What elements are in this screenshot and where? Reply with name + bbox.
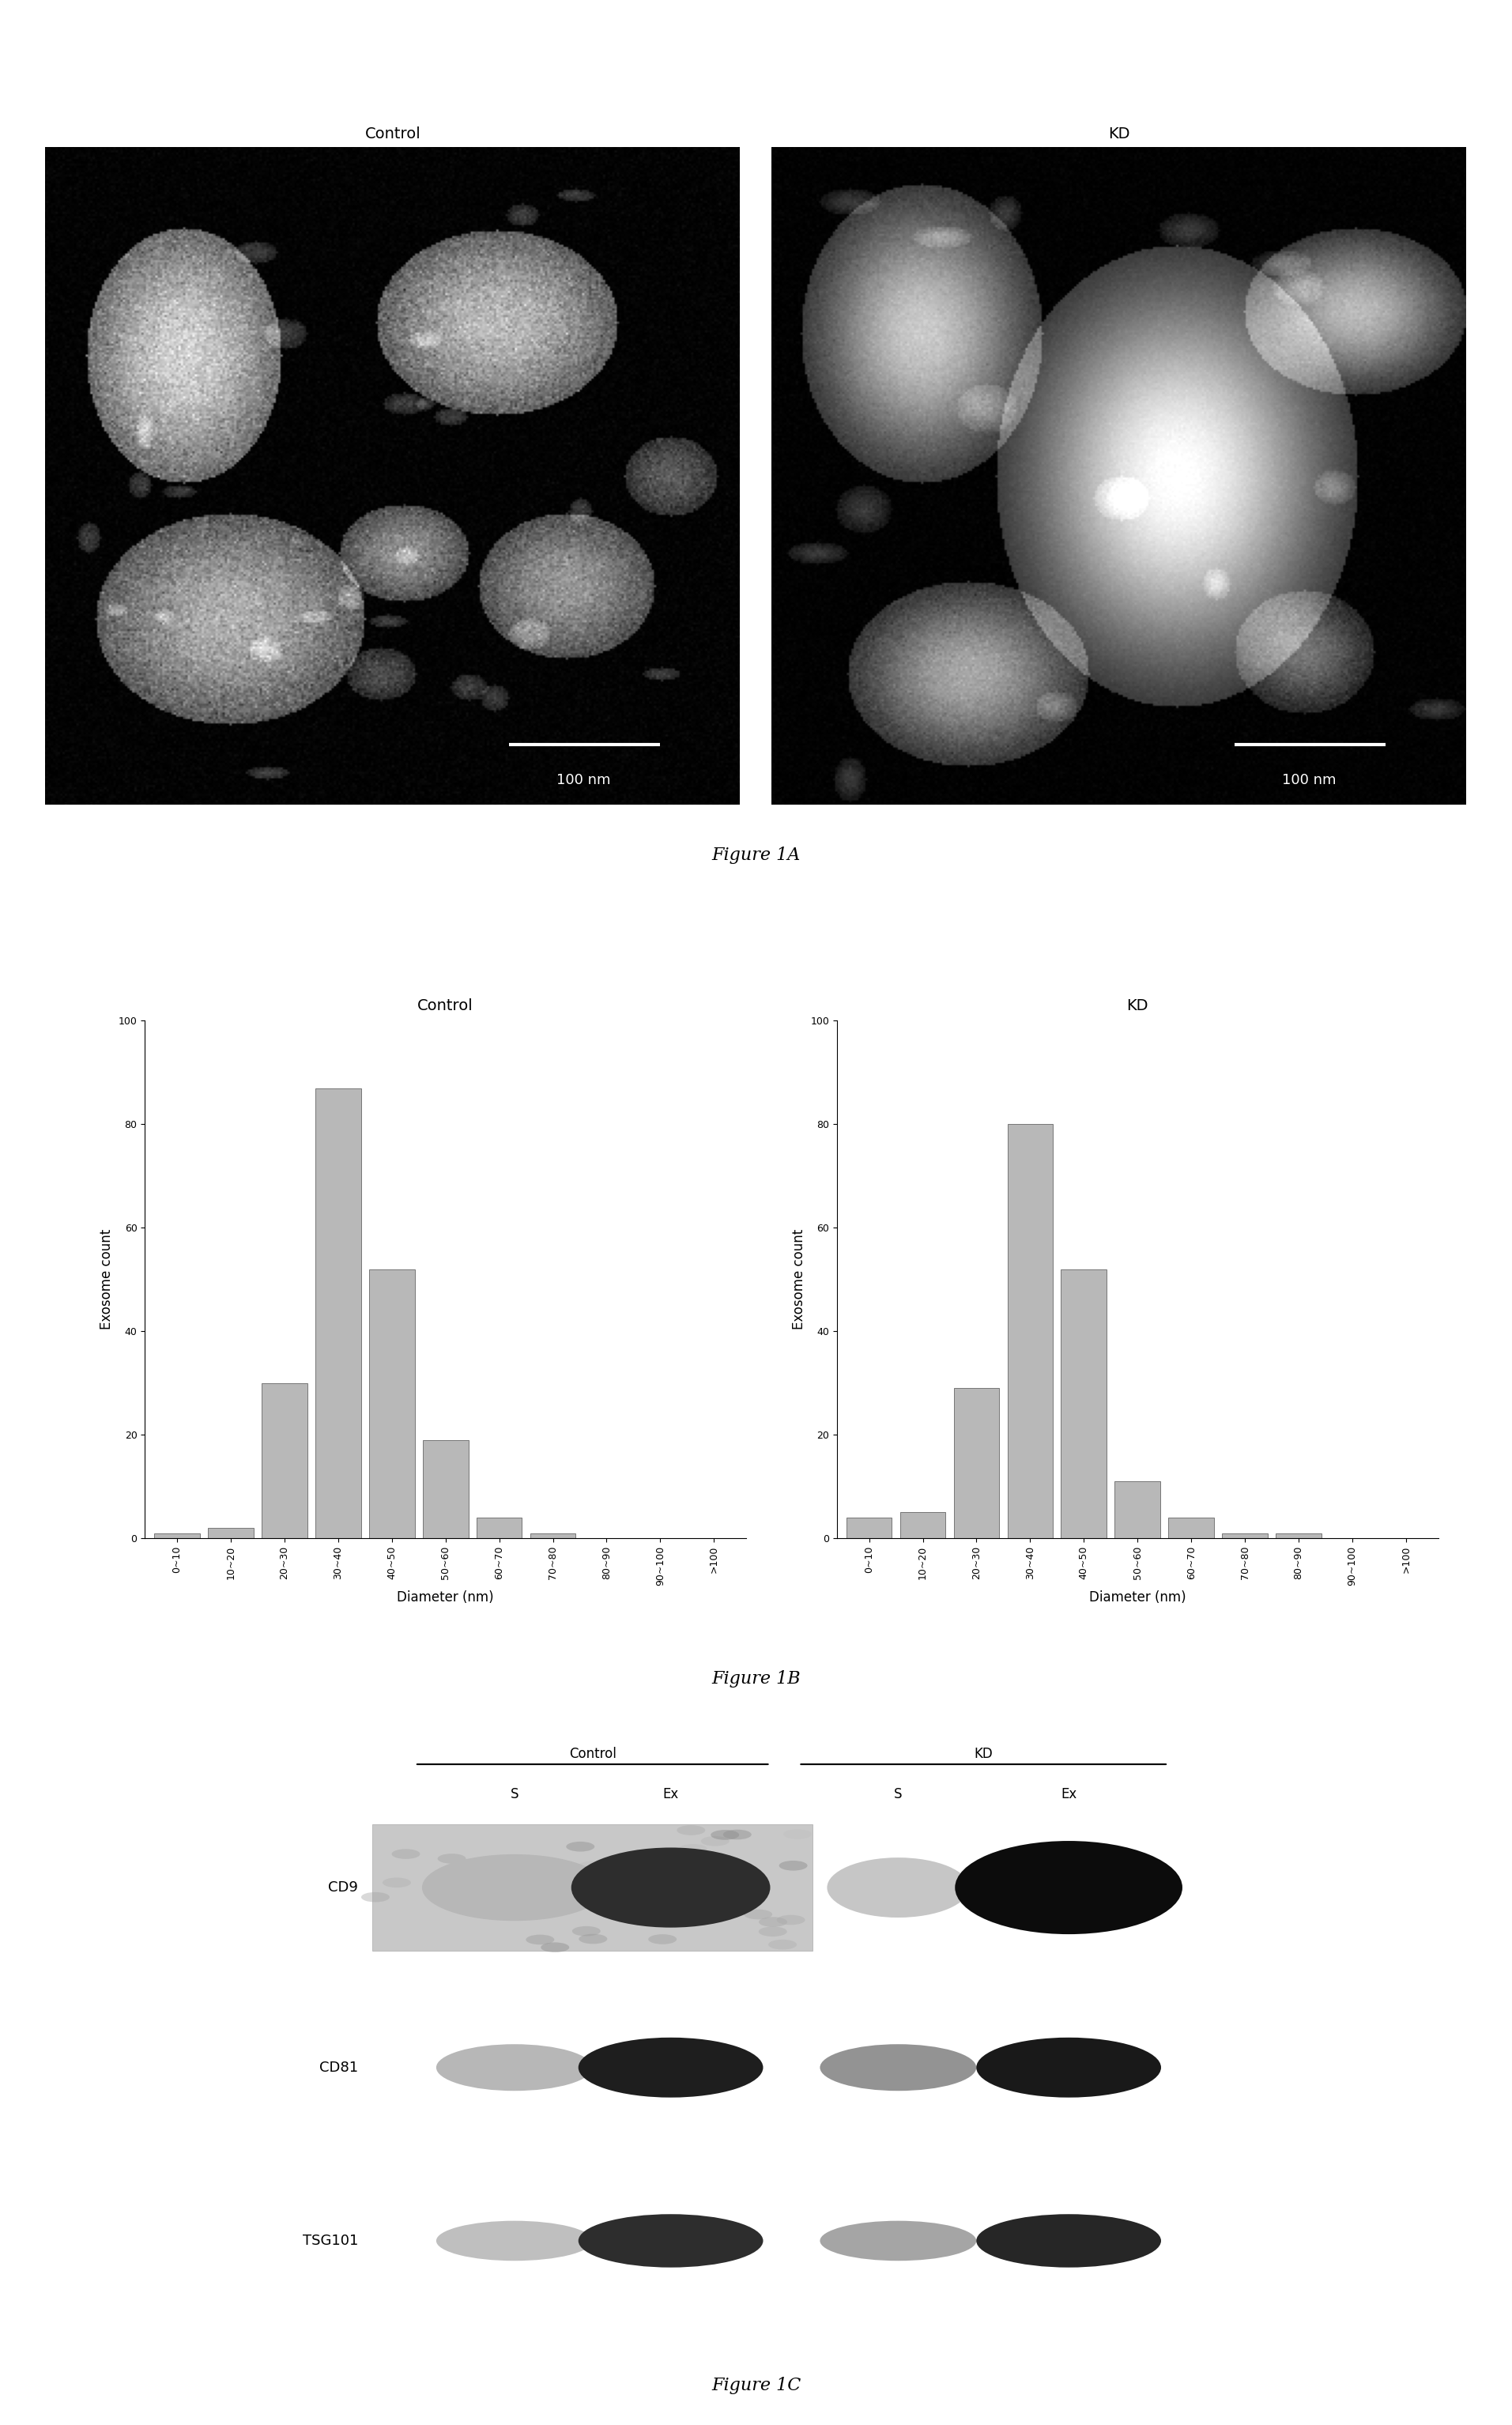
Ellipse shape — [435, 2221, 593, 2260]
Ellipse shape — [572, 1848, 770, 1928]
Ellipse shape — [723, 1828, 751, 1841]
Y-axis label: Exosome count: Exosome count — [792, 1229, 806, 1329]
Bar — [847, 1518, 892, 1537]
Bar — [1169, 1518, 1214, 1537]
Ellipse shape — [422, 1855, 606, 1921]
Ellipse shape — [579, 1933, 608, 1945]
Bar — [369, 1268, 414, 1537]
Ellipse shape — [759, 1916, 788, 1928]
Text: S: S — [510, 1787, 519, 1802]
Ellipse shape — [977, 2037, 1161, 2098]
Y-axis label: Exosome count: Exosome count — [100, 1229, 113, 1329]
Ellipse shape — [717, 1892, 744, 1901]
Ellipse shape — [565, 1841, 594, 1853]
Text: S: S — [894, 1787, 903, 1802]
Ellipse shape — [569, 1899, 597, 1908]
Ellipse shape — [783, 1828, 812, 1838]
Title: Control: Control — [417, 999, 473, 1014]
Ellipse shape — [578, 2037, 764, 2098]
Bar — [1222, 1533, 1267, 1537]
FancyBboxPatch shape — [372, 1824, 813, 1950]
Text: Figure 1B: Figure 1B — [712, 1671, 800, 1688]
Ellipse shape — [392, 1848, 420, 1860]
Ellipse shape — [677, 1826, 705, 1836]
Title: KD: KD — [1126, 999, 1149, 1014]
Ellipse shape — [956, 1841, 1182, 1935]
Ellipse shape — [435, 2044, 593, 2090]
Ellipse shape — [820, 2044, 977, 2090]
Ellipse shape — [448, 1884, 476, 1894]
Ellipse shape — [697, 1906, 726, 1916]
Ellipse shape — [674, 1894, 703, 1904]
X-axis label: Diameter (nm): Diameter (nm) — [398, 1591, 494, 1605]
X-axis label: Diameter (nm): Diameter (nm) — [1089, 1591, 1185, 1605]
Ellipse shape — [526, 1935, 555, 1945]
Ellipse shape — [460, 1862, 488, 1875]
Bar — [1061, 1268, 1107, 1537]
Ellipse shape — [578, 1860, 606, 1872]
Title: Control: Control — [366, 126, 420, 141]
Ellipse shape — [709, 1879, 738, 1889]
Ellipse shape — [494, 1872, 523, 1882]
Bar — [531, 1533, 576, 1537]
Text: 100 nm: 100 nm — [556, 774, 611, 788]
Ellipse shape — [711, 1831, 739, 1841]
Ellipse shape — [688, 1862, 717, 1872]
Ellipse shape — [977, 2214, 1161, 2267]
Ellipse shape — [541, 1942, 569, 1952]
Text: CD81: CD81 — [319, 2061, 358, 2076]
Ellipse shape — [679, 1843, 708, 1855]
Bar — [209, 1528, 254, 1537]
Text: Figure 1C: Figure 1C — [711, 2376, 801, 2393]
Ellipse shape — [779, 1860, 807, 1870]
Ellipse shape — [546, 1867, 575, 1877]
Bar — [476, 1518, 522, 1537]
Bar — [1114, 1482, 1160, 1537]
Bar — [262, 1382, 307, 1537]
Text: Ex: Ex — [1061, 1787, 1077, 1802]
Bar — [954, 1387, 999, 1537]
Ellipse shape — [768, 1940, 797, 1950]
Bar — [900, 1513, 945, 1537]
Ellipse shape — [827, 1858, 969, 1918]
Ellipse shape — [744, 1908, 773, 1918]
Ellipse shape — [500, 1906, 529, 1916]
Text: Control: Control — [569, 1746, 617, 1761]
Ellipse shape — [671, 1879, 699, 1889]
Text: CD9: CD9 — [328, 1879, 358, 1894]
Text: KD: KD — [974, 1746, 993, 1761]
Ellipse shape — [702, 1836, 729, 1845]
Text: TSG101: TSG101 — [302, 2233, 358, 2248]
Ellipse shape — [777, 1916, 804, 1925]
Ellipse shape — [709, 1858, 738, 1867]
Bar — [1007, 1125, 1052, 1537]
Ellipse shape — [383, 1877, 411, 1887]
Ellipse shape — [572, 1925, 600, 1935]
Bar — [1276, 1533, 1321, 1537]
Bar — [316, 1089, 361, 1537]
Ellipse shape — [820, 2221, 977, 2260]
Text: Figure 1A: Figure 1A — [712, 846, 800, 863]
Ellipse shape — [578, 2214, 764, 2267]
Ellipse shape — [647, 1899, 676, 1908]
Title: KD: KD — [1108, 126, 1129, 141]
Ellipse shape — [649, 1935, 677, 1945]
Ellipse shape — [541, 1889, 570, 1899]
Ellipse shape — [437, 1853, 466, 1865]
Text: Ex: Ex — [662, 1787, 679, 1802]
Ellipse shape — [494, 1887, 523, 1896]
Text: 100 nm: 100 nm — [1282, 774, 1337, 788]
Bar — [423, 1440, 469, 1537]
Ellipse shape — [479, 1889, 508, 1899]
Ellipse shape — [361, 1892, 390, 1901]
Bar — [154, 1533, 200, 1537]
Ellipse shape — [759, 1925, 788, 1938]
